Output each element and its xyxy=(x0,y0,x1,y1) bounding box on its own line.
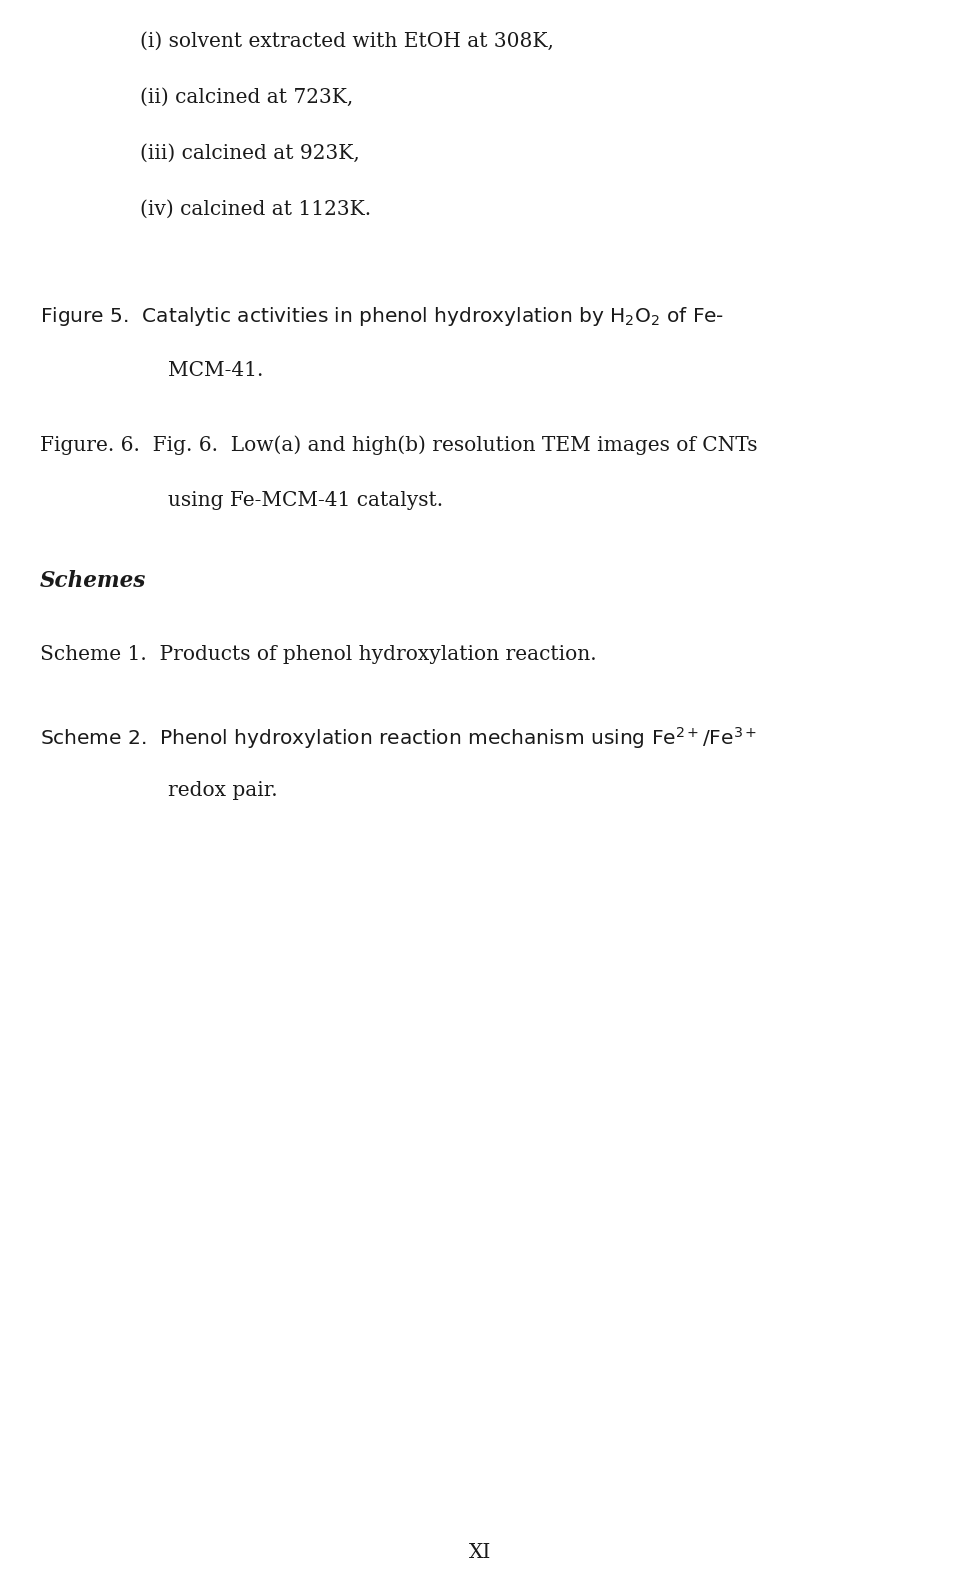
Text: (iii) calcined at 923K,: (iii) calcined at 923K, xyxy=(140,143,360,162)
Text: using Fe-MCM-41 catalyst.: using Fe-MCM-41 catalyst. xyxy=(168,491,444,510)
Text: Scheme 2.  Phenol hydroxylation reaction mechanism using Fe$^{2+}$/Fe$^{3+}$: Scheme 2. Phenol hydroxylation reaction … xyxy=(40,724,757,751)
Text: Figure. 6.  Fig. 6.  Low(a) and high(b) resolution TEM images of CNTs: Figure. 6. Fig. 6. Low(a) and high(b) re… xyxy=(40,435,757,455)
Text: (i) solvent extracted with EtOH at 308K,: (i) solvent extracted with EtOH at 308K, xyxy=(140,32,554,50)
Text: (iv) calcined at 1123K.: (iv) calcined at 1123K. xyxy=(140,200,372,219)
Text: (ii) calcined at 723K,: (ii) calcined at 723K, xyxy=(140,88,353,107)
Text: XI: XI xyxy=(468,1544,492,1562)
Text: MCM-41.: MCM-41. xyxy=(168,361,263,380)
Text: Figure 5.  Catalytic activities in phenol hydroxylation by H$_2$O$_2$ of Fe-: Figure 5. Catalytic activities in phenol… xyxy=(40,306,724,328)
Text: redox pair.: redox pair. xyxy=(168,781,277,800)
Text: Scheme 1.  Products of phenol hydroxylation reaction.: Scheme 1. Products of phenol hydroxylati… xyxy=(40,646,596,665)
Text: Schemes: Schemes xyxy=(40,570,146,592)
